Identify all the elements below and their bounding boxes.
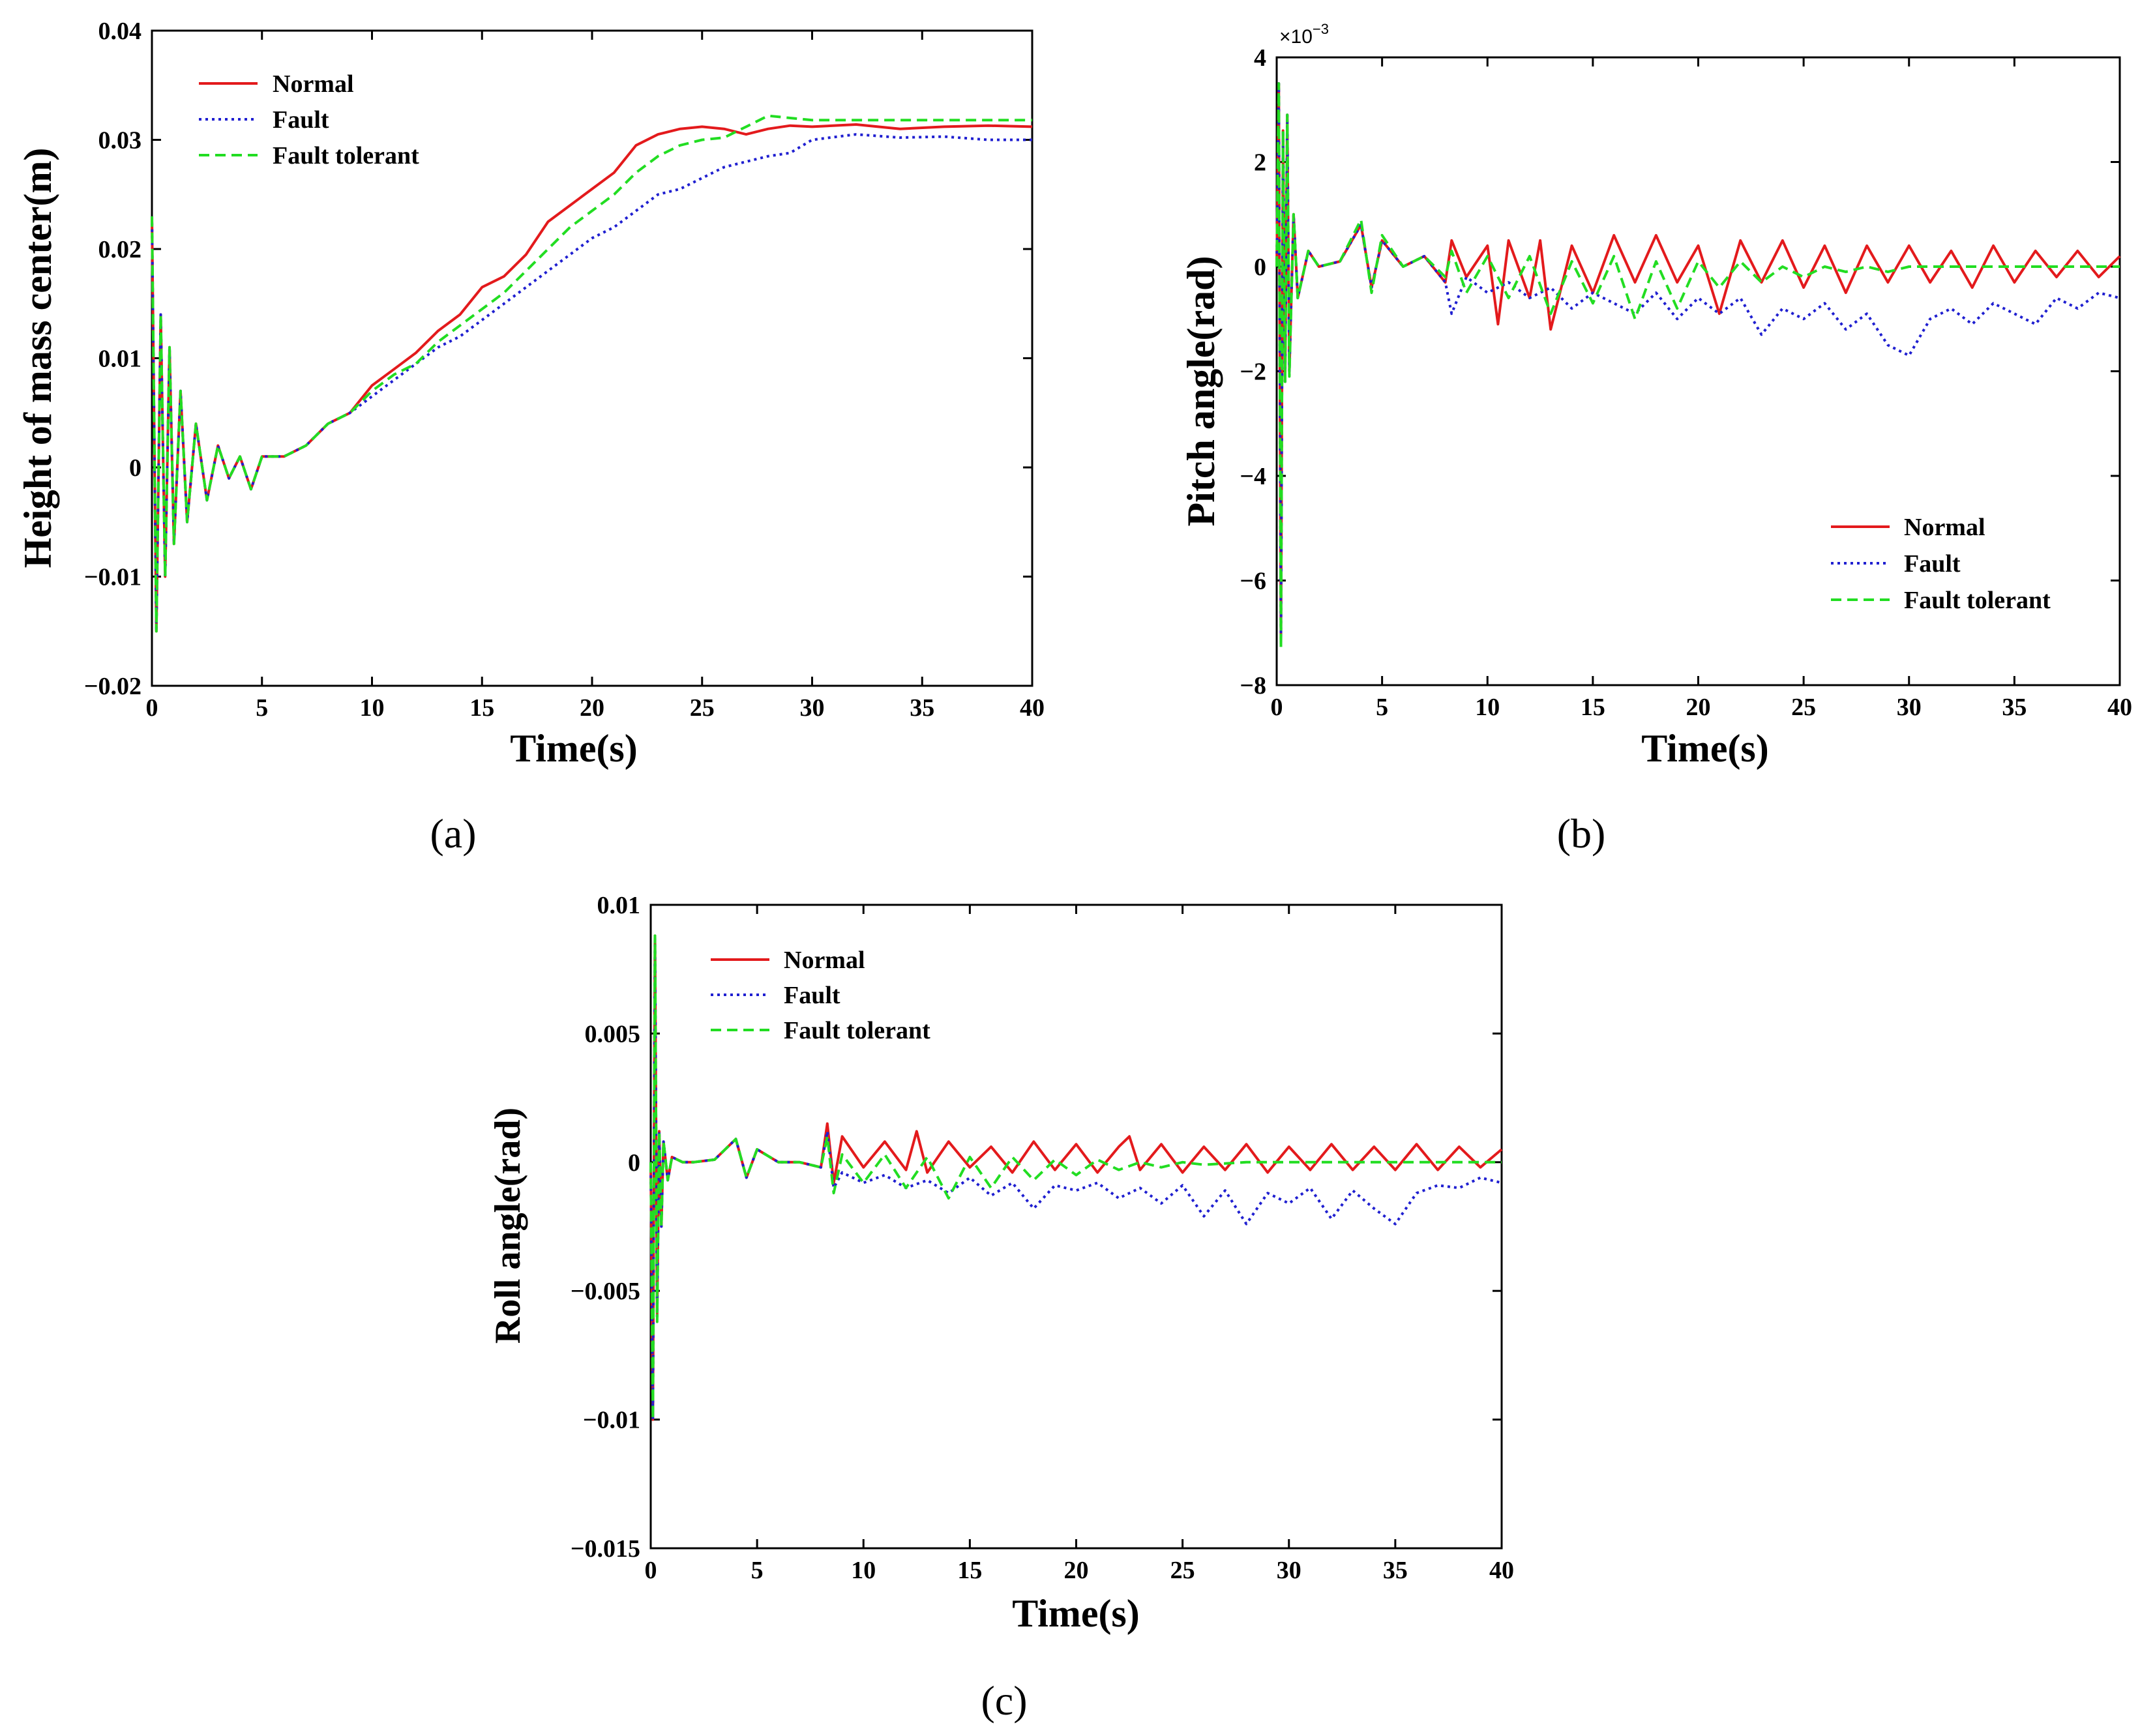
chart-a-x-tick-label: 25 xyxy=(690,694,715,722)
chart-c-y-tick-label: 0.005 xyxy=(585,1020,641,1048)
chart-c-series-normal xyxy=(649,934,1503,1421)
panel-label-a: (a) xyxy=(430,810,476,857)
chart-b-series-fault-tolerant xyxy=(1275,82,2120,650)
chart-c-plot-area xyxy=(649,904,1503,1550)
chart-a-legend-fault-tolerant: Fault tolerant xyxy=(273,142,419,169)
chart-a-x-tick-label: 5 xyxy=(256,694,268,722)
chart-b-x-tick-label: 5 xyxy=(1376,694,1388,721)
chart-c-legend-fault: Fault xyxy=(784,982,840,1009)
panel-label-b: (b) xyxy=(1557,810,1606,857)
chart-c-legend-fault-tolerant: Fault tolerant xyxy=(784,1017,930,1044)
chart-b-x-tick-label: 10 xyxy=(1475,694,1500,721)
chart-b-y-tick-label: −4 xyxy=(1240,463,1266,490)
chart-c-x-tick-label: 35 xyxy=(1383,1557,1408,1584)
chart-c-legend-normal: Normal xyxy=(784,947,865,974)
chart-a-y-tick-label: 0.02 xyxy=(98,236,142,263)
chart-a-x-tick-label: 35 xyxy=(910,694,934,722)
chart-c-x-tick-label: 40 xyxy=(1489,1557,1514,1584)
chart-b-y-axis-label: Pitch angle(rad) xyxy=(1180,256,1223,527)
chart-a-y-tick-label: −0.02 xyxy=(84,673,141,700)
chart-a-y-tick-label: 0.03 xyxy=(98,127,142,154)
chart-b-legend-normal: Normal xyxy=(1904,514,1985,541)
chart-a-series-fault-tolerant xyxy=(151,114,1032,633)
chart-b-x-tick-label: 0 xyxy=(1271,694,1283,721)
chart-b-x-axis-label: Time(s) xyxy=(1641,727,1769,770)
chart-c-x-tick-label: 5 xyxy=(751,1557,764,1584)
chart-a-y-tick-label: 0.04 xyxy=(98,18,142,45)
chart-a-x-tick-label: 0 xyxy=(146,694,158,722)
chart-c-y-axis-label: Roll angle(rad) xyxy=(488,1108,528,1344)
chart-b-x-tick-label: 25 xyxy=(1791,694,1816,721)
chart-b-x-tick-label: 30 xyxy=(1897,694,1922,721)
chart-c-x-axis-label: Time(s) xyxy=(1012,1592,1140,1635)
chart-c-legend: Normal Fault Fault tolerant xyxy=(711,947,930,1044)
chart-b-y-tick-label: 4 xyxy=(1254,44,1266,72)
chart-a: 0 5 10 15 20 25 30 35 40 −0.02 −0.01 0 0.01 0.02 0.03 0… xyxy=(16,18,1045,857)
chart-c-y-tick-label: −0.015 xyxy=(571,1535,640,1563)
chart-a-series-normal xyxy=(151,123,1033,633)
chart-c-y-tick-label: 0 xyxy=(628,1149,640,1177)
chart-a-x-tick-label: 15 xyxy=(469,694,494,722)
chart-b-series-normal xyxy=(1275,82,2121,645)
chart-a-x-tick-label: 30 xyxy=(800,694,825,722)
chart-a-x-tick-label: 40 xyxy=(1020,694,1045,722)
chart-c-series-fault xyxy=(649,934,1502,1421)
chart-b-x-tick-label: 40 xyxy=(2107,694,2132,721)
chart-c-x-tick-label: 30 xyxy=(1277,1557,1301,1584)
chart-b-legend-fault-tolerant: Fault tolerant xyxy=(1904,587,2051,614)
chart-c-x-tick-label: 15 xyxy=(957,1557,982,1584)
chart-c-series-fault-tolerant xyxy=(649,934,1502,1421)
chart-c-y-tick-label: −0.005 xyxy=(571,1278,640,1305)
chart-a-legend: Normal Fault Fault tolerant xyxy=(199,70,419,169)
chart-c-y-tick-label: 0.01 xyxy=(597,892,641,919)
chart-b-series-fault xyxy=(1275,82,2120,645)
chart-a-legend-normal: Normal xyxy=(273,70,354,98)
chart-b-x-tick-label: 20 xyxy=(1686,694,1711,721)
chart-b-x-tick-label: 35 xyxy=(2002,694,2027,721)
chart-a-y-tick-label: −0.01 xyxy=(84,564,141,591)
chart-b-y-tick-label: −2 xyxy=(1240,359,1266,386)
chart-a-y-axis-label: Height of mass center(m) xyxy=(16,148,59,568)
chart-b-y-scale-factor: ×10−3 xyxy=(1279,21,1329,48)
chart-b-y-tick-label: 0 xyxy=(1254,254,1266,281)
chart-a-legend-fault: Fault xyxy=(273,106,329,134)
chart-a-series-fault xyxy=(151,133,1032,633)
chart-c-y-tick-label: −0.01 xyxy=(583,1407,640,1434)
chart-c-x-tick-label: 0 xyxy=(645,1557,657,1584)
chart-a-x-tick-label: 20 xyxy=(580,694,604,722)
panel-label-c: (c) xyxy=(981,1677,1027,1724)
chart-b-y-tick-label: −6 xyxy=(1240,568,1266,595)
chart-c-x-tick-label: 20 xyxy=(1064,1557,1089,1584)
chart-c: 0 5 10 15 20 25 30 35 40 −0.015 −0.01 −0.005 0 0.005 0… xyxy=(488,892,1514,1724)
chart-c-x-tick-label: 25 xyxy=(1170,1557,1195,1584)
chart-b-legend: Normal Fault Fault tolerant xyxy=(1831,514,2051,614)
chart-a-y-tick-label: 0.01 xyxy=(98,346,142,373)
chart-b-y-scale-exponent: −3 xyxy=(1313,21,1329,37)
chart-b-legend-fault: Fault xyxy=(1904,550,1961,578)
chart-a-y-tick-label: 0 xyxy=(129,454,141,482)
chart-a-x-tick-label: 10 xyxy=(360,694,385,722)
chart-c-x-tick-label: 10 xyxy=(851,1557,876,1584)
chart-a-x-axis-label: Time(s) xyxy=(510,727,638,770)
chart-b-y-tick-label: −8 xyxy=(1240,672,1266,699)
chart-b-y-scale-base: ×10 xyxy=(1279,26,1313,48)
chart-b-y-tick-label: 2 xyxy=(1254,149,1266,177)
chart-b-x-tick-label: 15 xyxy=(1581,694,1605,721)
chart-b: 0 5 10 15 20 25 30 35 40 −8 −6 −4 −2 0 2 4 ×10−3 Time(s… xyxy=(1180,21,2132,857)
